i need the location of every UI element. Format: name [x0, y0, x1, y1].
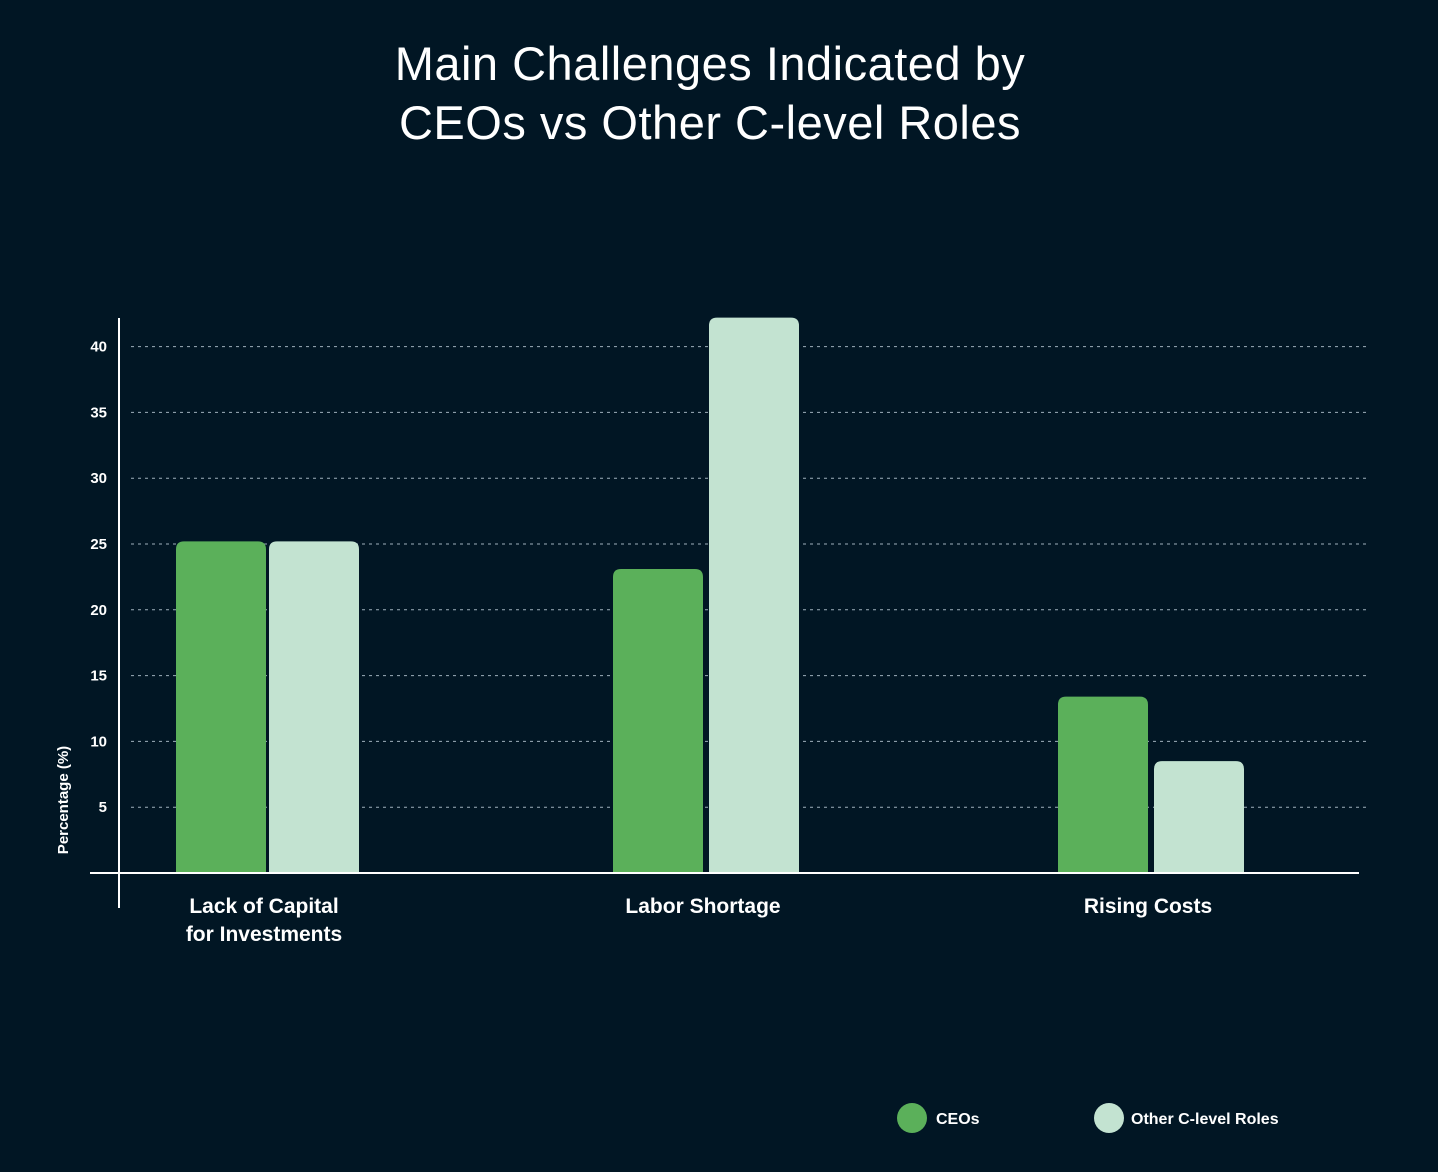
- chart-title-line-1: Main Challenges Indicated by: [394, 37, 1026, 90]
- bar-ceos-2: [1058, 696, 1148, 873]
- chart-title: Main Challenges Indicated by CEOs vs Oth…: [0, 34, 1420, 152]
- y-tick-label: 10: [90, 733, 107, 750]
- y-tick-label: 5: [99, 799, 107, 816]
- legend-swatch-other-c-level: [1094, 1103, 1124, 1133]
- x-category-label-line: Lack of Capital: [189, 895, 338, 918]
- y-tick-label: 15: [90, 668, 107, 685]
- bars: [176, 317, 1244, 873]
- legend-swatch-ceos: [897, 1103, 927, 1133]
- bar-other-c-level-0: [269, 541, 359, 873]
- x-category-label: Rising Costs: [1084, 895, 1212, 918]
- y-tick-label: 30: [90, 470, 107, 487]
- legend-label-ceos: CEOs: [936, 1111, 980, 1128]
- x-category-label-line: Rising Costs: [1084, 895, 1212, 918]
- y-tick-label: 35: [90, 404, 107, 421]
- x-category-label: Lack of Capital for Investments: [186, 895, 342, 946]
- bar-ceos-1: [613, 569, 703, 873]
- x-category-label-line: Labor Shortage: [625, 895, 780, 918]
- legend-label-other-c-level: Other C-level Roles: [1131, 1111, 1279, 1128]
- chart-title-line-2: CEOs vs Other C-level Roles: [398, 96, 1022, 149]
- y-tick-label: 25: [90, 536, 107, 553]
- x-category-label: Labor Shortage: [625, 895, 780, 918]
- bar-ceos-0: [176, 541, 266, 873]
- x-category-labels: Lack of Capital for Investments Labor Shor…: [186, 895, 1212, 946]
- y-tick-label: 20: [90, 602, 107, 619]
- y-tick-label: 40: [90, 339, 107, 356]
- y-tick-labels: 5 10 15 20 25 30 35 40: [90, 339, 107, 817]
- y-axis-label: Percentage (%): [55, 746, 72, 854]
- x-category-label-line: for Investments: [186, 923, 342, 946]
- legend: CEOs Other C-level Roles: [897, 1103, 1279, 1133]
- bar-other-c-level-2: [1154, 761, 1244, 873]
- bar-other-c-level-1: [709, 317, 799, 873]
